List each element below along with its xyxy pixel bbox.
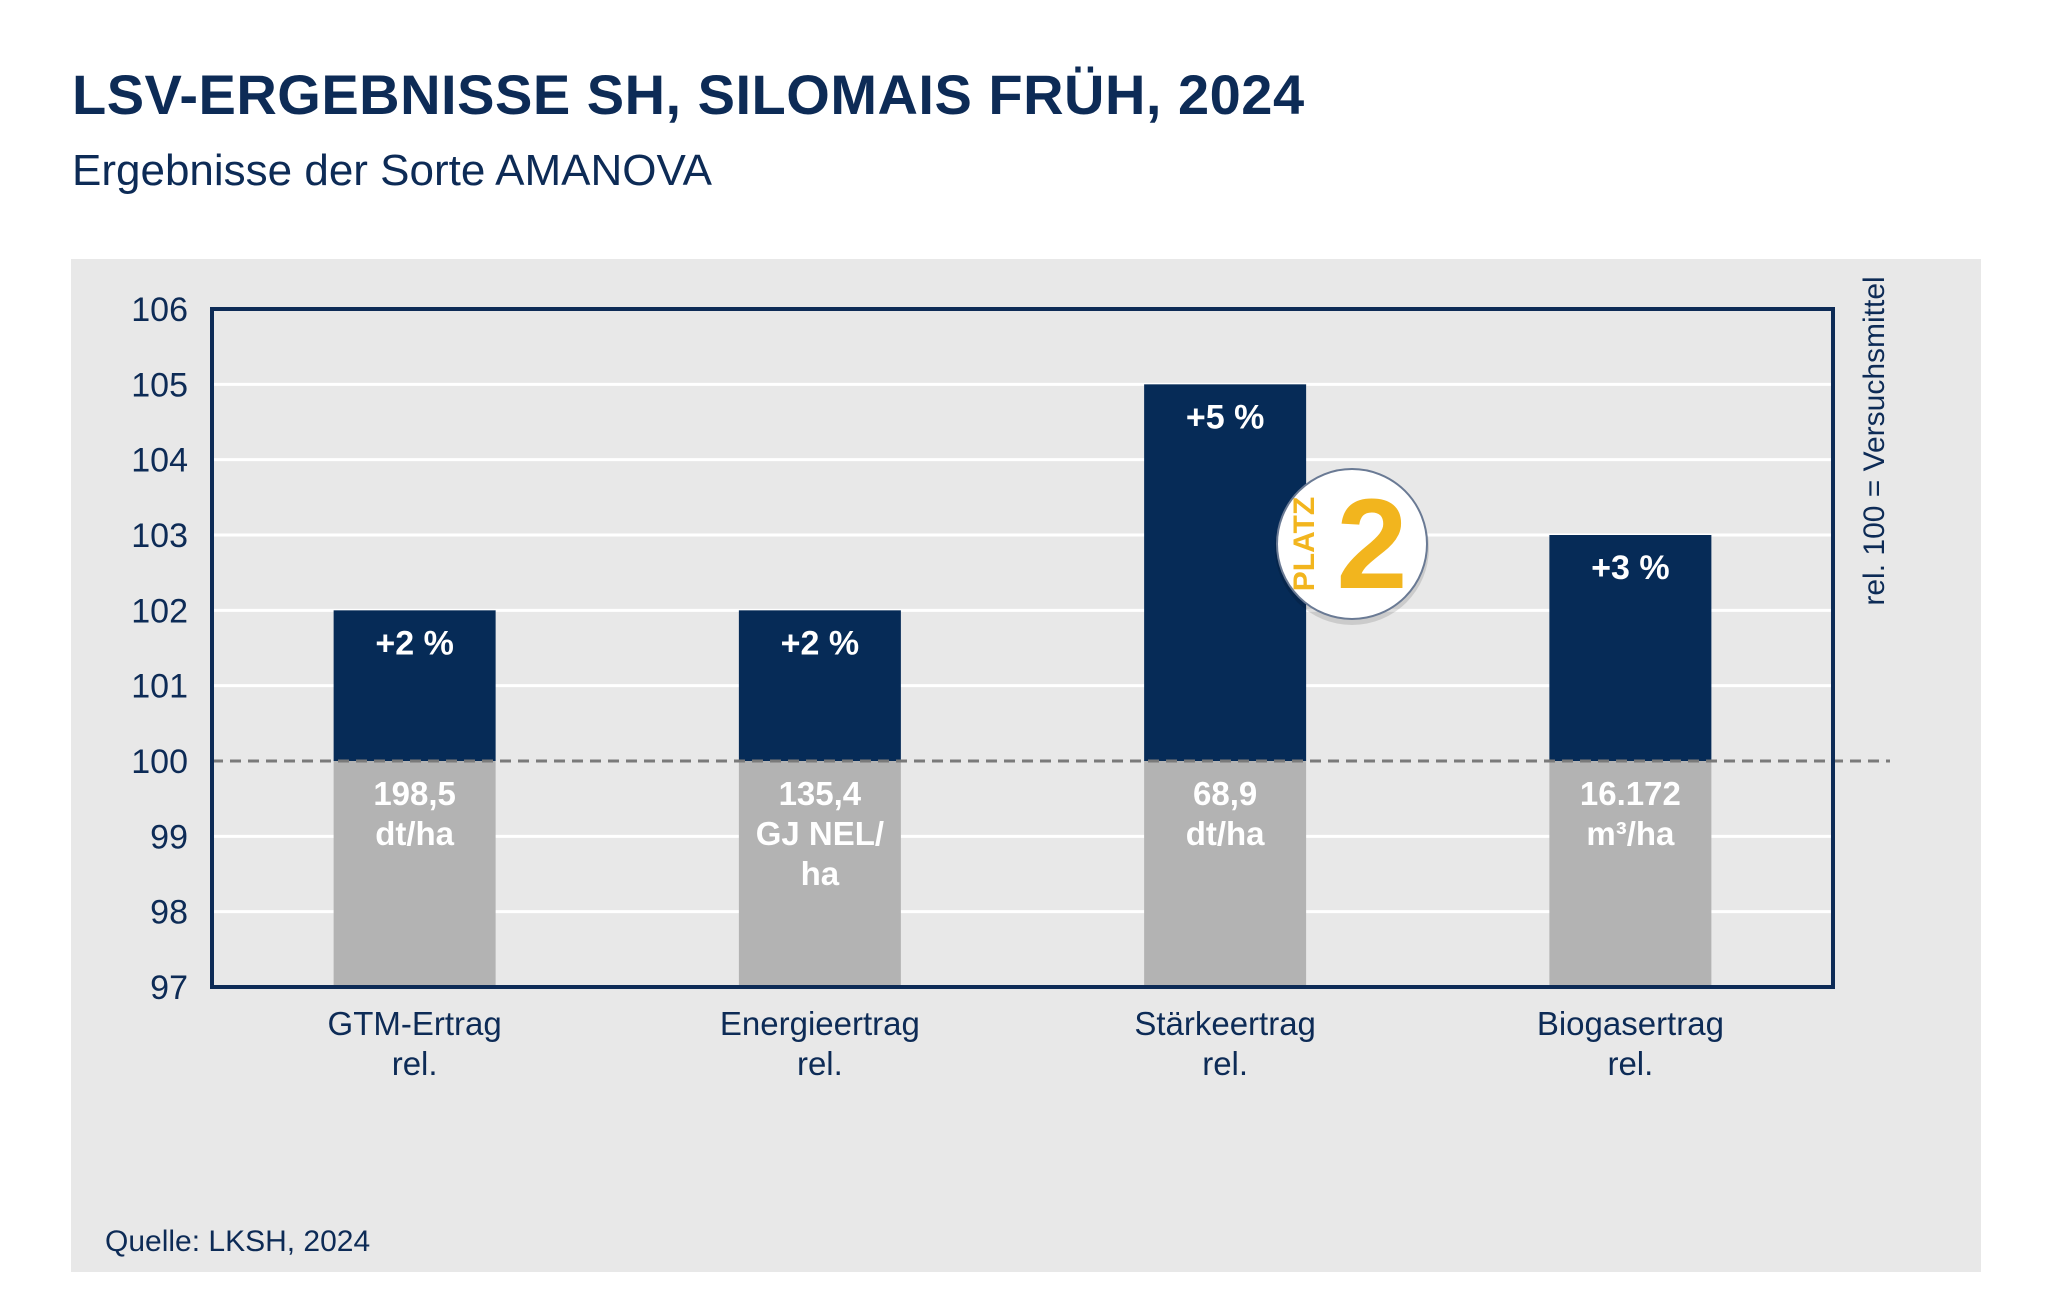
chart-title: LSV-ERGEBNISSE SH, SILOMAIS FRÜH, 2024: [72, 63, 1305, 126]
x-tick-label: Biogasertrag: [1537, 1005, 1724, 1042]
bar: [1549, 535, 1712, 761]
bar: [1144, 384, 1307, 761]
y-tick-label: 106: [131, 291, 188, 329]
y-tick-label: 105: [131, 366, 188, 404]
x-tick-label: Energieertrag: [720, 1005, 920, 1042]
badge-text: PLATZ: [1288, 497, 1321, 591]
bar-value-label: +2 %: [781, 624, 859, 662]
plot-frame: [210, 307, 1835, 989]
bar-absolute-label: dt/ha: [375, 815, 454, 852]
bar-absolute-label: 16.172: [1580, 775, 1681, 812]
y-tick-label: 102: [131, 592, 188, 630]
bar-base: [738, 761, 901, 987]
chart-subtitle: Ergebnisse der Sorte AMANOVA: [72, 146, 712, 195]
bar-absolute-label: 135,4: [779, 775, 862, 812]
bar-base: [333, 761, 496, 987]
bar-base: [1549, 761, 1712, 987]
bar: [738, 610, 901, 761]
x-tick-label: rel.: [1607, 1045, 1653, 1082]
badge-circle: [1276, 468, 1428, 620]
bar-absolute-label: GJ NEL/: [756, 815, 884, 852]
x-tick-label: Stärkeertrag: [1134, 1005, 1316, 1042]
y-tick-label: 101: [131, 668, 188, 706]
y-tick-label: 103: [131, 517, 188, 555]
x-tick-label: rel.: [1202, 1045, 1248, 1082]
bar-value-label: +5 %: [1186, 398, 1264, 436]
y-tick-label: 100: [131, 743, 188, 781]
bar-absolute-label: ha: [801, 855, 840, 892]
bar-value-label: +2 %: [375, 624, 453, 662]
bar: [333, 610, 496, 761]
x-tick-label: GTM-Ertrag: [328, 1005, 502, 1042]
x-tick-label: rel.: [797, 1045, 843, 1082]
y-axis-label: rel. 100 = Versuchsmittel: [1858, 276, 1891, 605]
y-tick-label: 99: [150, 818, 188, 856]
y-tick-label: 98: [150, 894, 188, 932]
source-note: Quelle: LKSH, 2024: [105, 1225, 371, 1258]
badge-number: 2: [1336, 473, 1407, 616]
x-tick-label: rel.: [392, 1045, 438, 1082]
bar-absolute-label: 68,9: [1193, 775, 1257, 812]
y-tick-label: 97: [150, 969, 188, 1007]
y-tick-label: 104: [131, 442, 188, 480]
bar-absolute-label: dt/ha: [1186, 815, 1265, 852]
bar-absolute-label: 198,5: [373, 775, 456, 812]
bar-absolute-label: m³/ha: [1586, 815, 1675, 852]
bar-value-label: +3 %: [1591, 549, 1669, 587]
bar-base: [1144, 761, 1307, 987]
